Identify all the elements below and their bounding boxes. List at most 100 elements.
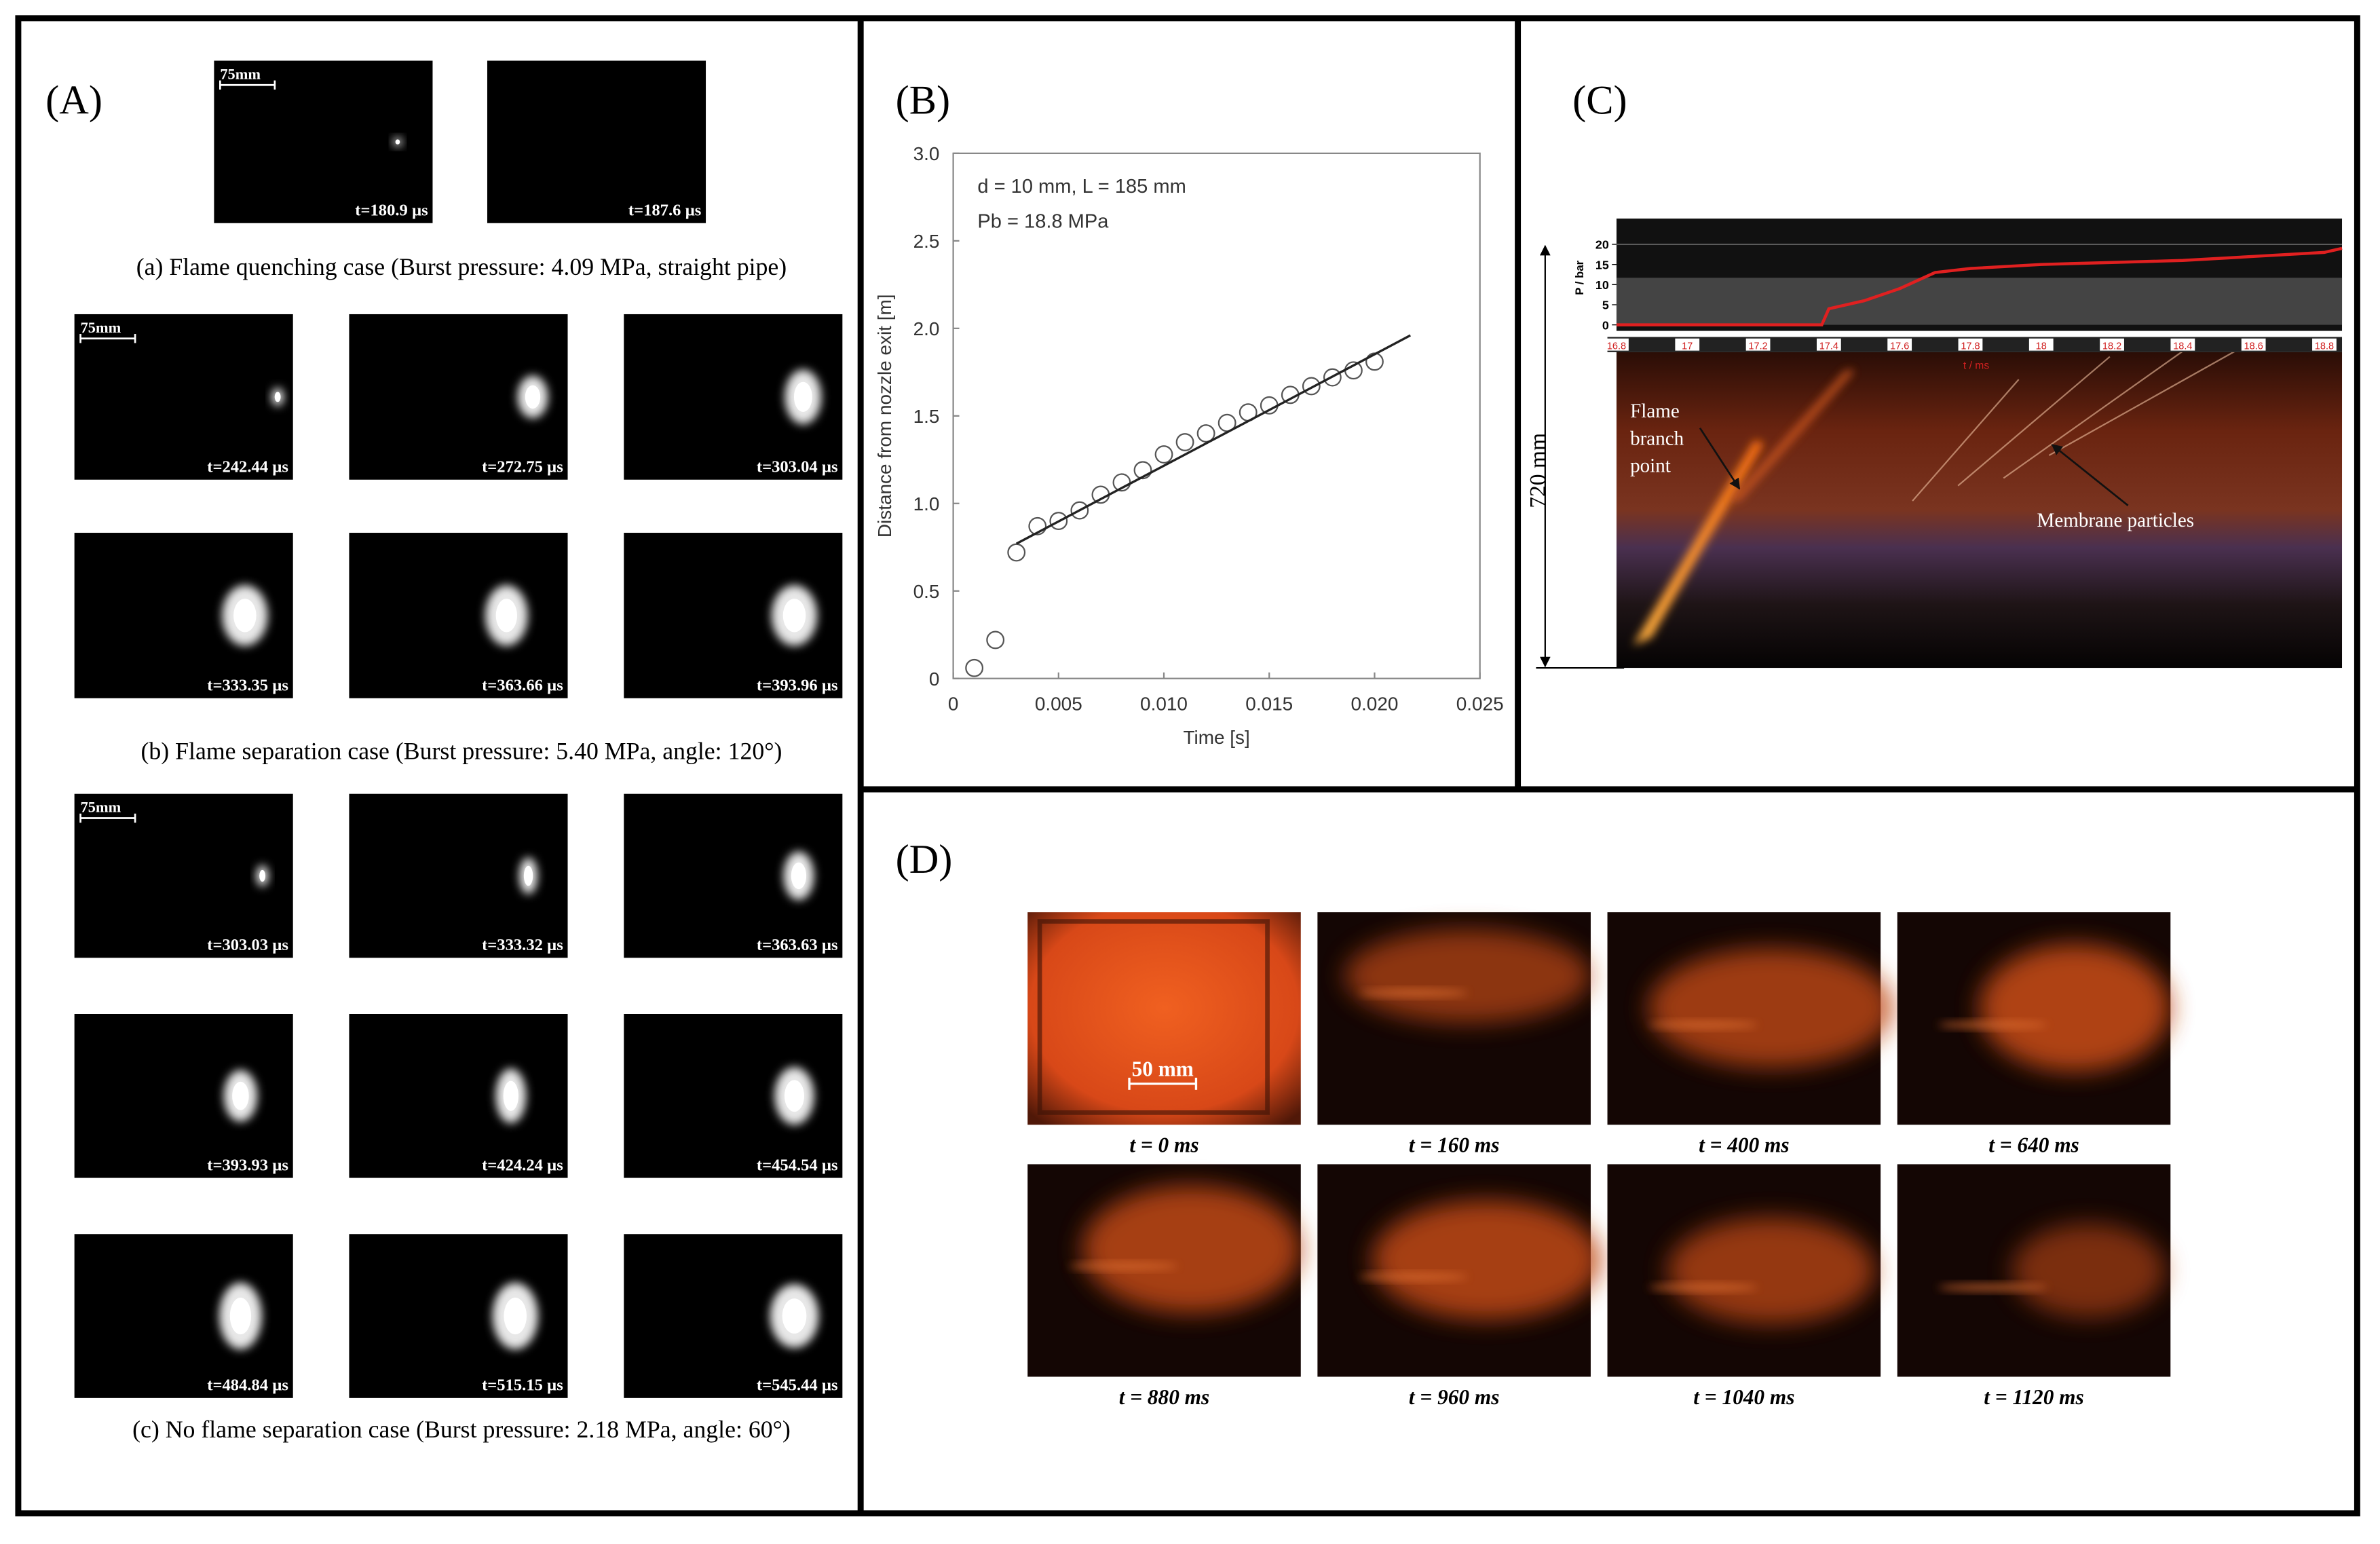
scale-label: 75mm bbox=[81, 319, 121, 336]
time-label: t=484.84 µs bbox=[207, 1376, 288, 1395]
data-point bbox=[1175, 433, 1194, 451]
flame-core bbox=[791, 862, 807, 890]
scale-label: 50 mm bbox=[1132, 1057, 1194, 1081]
particle-trace bbox=[1912, 379, 2020, 502]
time-label: t=303.03 µs bbox=[207, 936, 288, 954]
frame-image bbox=[349, 1014, 568, 1178]
time-label: t=303.04 µs bbox=[757, 458, 838, 476]
x-tick-label: 18.8 bbox=[2315, 341, 2334, 352]
x-tick-label: 0.025 bbox=[1456, 694, 1504, 715]
x-tick-label: 0.015 bbox=[1245, 694, 1293, 715]
x-tick-label: 18 bbox=[2036, 341, 2047, 352]
y-tick-label: 15 bbox=[1595, 258, 1609, 271]
flame-core bbox=[523, 865, 533, 886]
time-label: t = 880 ms bbox=[1119, 1385, 1209, 1409]
flame-jet bbox=[1358, 989, 1468, 997]
x-tick-label: 18.6 bbox=[2244, 341, 2263, 352]
caption: (a) Flame quenching case (Burst pressure… bbox=[136, 253, 787, 280]
y-axis-label: P / bar bbox=[1573, 260, 1586, 295]
data-point bbox=[1154, 445, 1173, 464]
flame-core bbox=[395, 139, 400, 145]
y-tick-label: 3.0 bbox=[913, 143, 940, 164]
flame-core bbox=[232, 1081, 249, 1110]
flame-core bbox=[259, 869, 266, 882]
flame-jet bbox=[1068, 1262, 1178, 1270]
time-label: t=187.6 µs bbox=[628, 202, 701, 220]
x-tick-label: 18.4 bbox=[2173, 341, 2192, 352]
flame-streak bbox=[1730, 370, 1855, 502]
height-label: 720 mm bbox=[1526, 433, 1551, 508]
flame-streak bbox=[1633, 440, 1764, 645]
data-point bbox=[1028, 516, 1047, 535]
flame-plume bbox=[2011, 1224, 2166, 1317]
time-label: t=393.93 µs bbox=[207, 1156, 288, 1174]
x-tick bbox=[2028, 338, 2054, 351]
time-label: t = 960 ms bbox=[1409, 1385, 1499, 1409]
annotation-arrow bbox=[1699, 427, 1741, 490]
time-label: t=424.24 µs bbox=[482, 1156, 563, 1174]
flame-core bbox=[784, 1080, 805, 1112]
time-label: t = 160 ms bbox=[1409, 1133, 1499, 1157]
particle-trace bbox=[2048, 348, 2240, 456]
frame-image bbox=[1027, 912, 1301, 1125]
y-axis-label: Distance from nozzle exit [m] bbox=[874, 294, 895, 538]
x-tick bbox=[2170, 338, 2195, 351]
annotation: Membrane particles bbox=[2037, 510, 2194, 531]
flame-plume bbox=[1648, 948, 1895, 1068]
outer-border bbox=[15, 15, 2360, 1517]
annotation-arrow bbox=[2051, 444, 2129, 506]
flame-plume bbox=[1979, 944, 2171, 1072]
x-tick bbox=[1745, 338, 1771, 351]
annotation: point bbox=[1630, 455, 1671, 477]
time-label: t=333.32 µs bbox=[482, 936, 563, 954]
flame-core bbox=[495, 599, 518, 633]
data-point bbox=[1196, 424, 1215, 443]
time-label: t=545.44 µs bbox=[757, 1376, 838, 1395]
frame-image bbox=[349, 533, 568, 698]
flame-core bbox=[229, 1298, 252, 1335]
y-tick-label: 5 bbox=[1602, 299, 1609, 312]
annotation: branch bbox=[1630, 428, 1684, 449]
time-label: t = 640 ms bbox=[1988, 1133, 2079, 1157]
time-label: t = 400 ms bbox=[1699, 1133, 1789, 1157]
annotation: d = 10 mm, L = 185 mm bbox=[977, 176, 1186, 197]
data-point bbox=[1070, 501, 1089, 520]
x-tick bbox=[1604, 338, 1629, 351]
x-tick bbox=[1958, 338, 1983, 351]
annotation: Pb = 18.8 MPa bbox=[977, 210, 1109, 232]
x-tick-label: 17.6 bbox=[1890, 341, 1909, 352]
flame-core bbox=[782, 599, 806, 633]
particle-trace bbox=[1957, 356, 2111, 487]
flame-core bbox=[503, 1080, 518, 1111]
caption: (b) Flame separation case (Burst pressur… bbox=[140, 737, 782, 764]
flame-core bbox=[525, 385, 541, 409]
x-tick bbox=[2100, 338, 2124, 351]
flame-core bbox=[793, 381, 812, 412]
pressure-trace bbox=[1616, 246, 2343, 326]
data-point bbox=[1323, 368, 1342, 387]
data-point bbox=[965, 658, 984, 677]
flame-plume bbox=[1372, 1200, 1602, 1319]
panel-label: (A) bbox=[45, 78, 102, 124]
time-label: t=272.75 µs bbox=[482, 458, 563, 476]
x-tick-label: 17 bbox=[1682, 341, 1693, 352]
x-tick-label: 17.2 bbox=[1748, 341, 1767, 352]
flame-jet bbox=[1938, 1283, 2048, 1292]
x-tick-label: 18.2 bbox=[2102, 341, 2121, 352]
data-point bbox=[1049, 512, 1068, 530]
panel-label: (D) bbox=[896, 837, 953, 882]
x-tick-label: 0.005 bbox=[1035, 694, 1082, 715]
y-tick-label: 0 bbox=[1602, 318, 1609, 332]
pressure-band bbox=[1616, 278, 2343, 325]
data-point bbox=[986, 630, 1005, 649]
y-tick-label: 1.5 bbox=[913, 406, 940, 427]
frame-image bbox=[487, 60, 706, 223]
y-tick-label: 0 bbox=[929, 669, 940, 690]
x-tick bbox=[2241, 338, 2266, 351]
streak-image bbox=[1616, 352, 2343, 669]
x-tick-label: 0.020 bbox=[1351, 694, 1399, 715]
y-tick-label: 2.0 bbox=[913, 318, 940, 339]
flame-jet bbox=[1938, 1021, 2048, 1029]
